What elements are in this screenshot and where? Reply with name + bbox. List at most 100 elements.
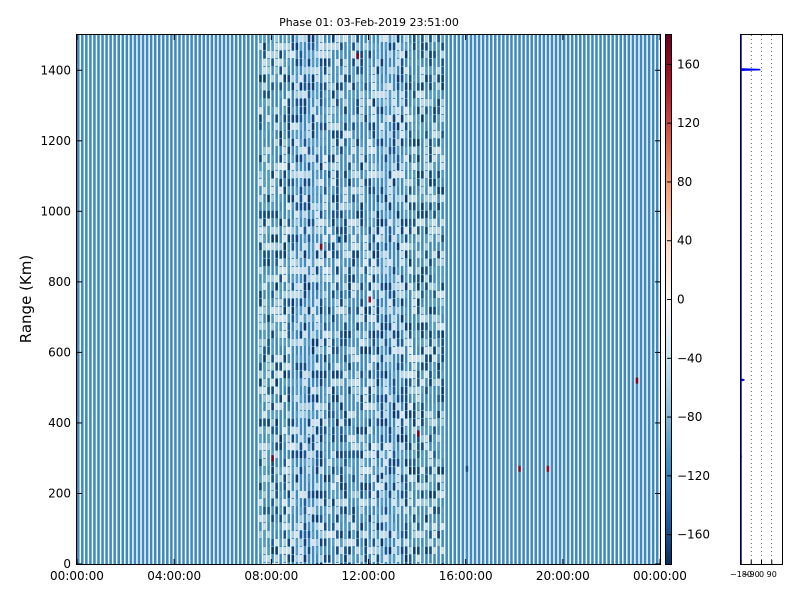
heatmap-cell xyxy=(323,339,327,346)
heatmap-cell xyxy=(360,411,363,418)
heatmap-cell xyxy=(441,515,444,522)
heatmap-cell xyxy=(396,83,400,90)
heatmap-cell xyxy=(307,123,311,130)
heatmap-gap xyxy=(205,35,207,564)
heatmap-cell xyxy=(263,387,266,394)
heatmap-cell xyxy=(380,59,384,66)
heatmap-gap xyxy=(124,35,126,564)
heatmap-cell xyxy=(376,395,380,402)
heatmap-cell xyxy=(319,515,323,522)
heatmap-gap xyxy=(160,35,163,564)
heatmap-gap xyxy=(294,35,296,564)
heatmap-cell xyxy=(429,219,432,226)
heatmap-cell xyxy=(291,547,295,554)
heatmap-cell xyxy=(307,115,311,122)
heatmap-cell xyxy=(425,363,428,370)
heatmap-cell xyxy=(372,179,376,186)
heatmap-cell xyxy=(340,83,343,90)
heatmap-cell xyxy=(340,483,343,490)
heatmap-cell xyxy=(340,539,343,546)
heatmap-cell xyxy=(279,475,282,482)
heatmap-cell xyxy=(299,203,303,210)
heatmap-cell xyxy=(283,227,286,234)
heatmap-cell xyxy=(340,123,343,130)
heatmap-gap xyxy=(217,35,219,564)
heatmap-cell xyxy=(425,347,428,354)
heatmap-cell xyxy=(388,531,392,538)
heatmap-cell xyxy=(400,131,404,138)
heatmap-cell xyxy=(315,283,319,290)
heatmap-cell xyxy=(433,347,436,354)
heatmap-cell xyxy=(332,195,335,202)
heatmap-cell xyxy=(275,539,278,546)
heatmap-cell xyxy=(356,251,359,258)
heatmap-cell xyxy=(303,155,307,162)
heatmap-cell xyxy=(340,323,343,330)
heatmap-cell xyxy=(283,43,286,50)
heatmap-gap xyxy=(630,35,632,564)
heatmap-cell xyxy=(376,555,380,562)
heatmap-cell xyxy=(404,219,408,226)
heatmap-cell xyxy=(408,547,412,554)
heatmap-cell xyxy=(323,123,327,130)
heatmap-cell xyxy=(417,267,420,274)
heatmap-cell xyxy=(283,259,286,266)
heatmap-cell xyxy=(315,339,319,346)
heatmap-cell xyxy=(400,443,404,450)
heatmap-cell xyxy=(291,123,295,130)
heatmap-cell xyxy=(275,523,278,530)
heatmap-cell xyxy=(384,171,388,178)
heatmap-cell xyxy=(360,99,363,106)
heatmap-cell xyxy=(384,483,388,490)
heatmap-cell xyxy=(263,203,266,210)
heatmap-cell xyxy=(291,419,295,426)
heatmap-cell xyxy=(372,75,376,82)
heatmap-cell xyxy=(259,267,262,274)
heatmap-cell xyxy=(267,275,270,282)
heatmap-cell xyxy=(279,339,282,346)
heatmap-cell xyxy=(441,451,444,458)
heatmap-cell xyxy=(319,563,323,564)
heatmap-cell xyxy=(368,443,372,450)
heatmap-cell xyxy=(372,139,376,146)
heatmap-cell xyxy=(348,91,351,98)
heatmap-cell xyxy=(332,163,335,170)
heatmap-cell xyxy=(364,227,367,234)
heatmap-cell xyxy=(283,267,286,274)
heatmap-cell xyxy=(311,355,315,362)
heatmap-cell xyxy=(311,515,315,522)
heatmap-cell xyxy=(372,211,376,218)
heatmap-cell xyxy=(275,331,278,338)
heatmap-cell xyxy=(323,323,327,330)
heatmap-gap xyxy=(407,35,409,564)
heatmap-cell xyxy=(421,43,424,50)
heatmap-cell xyxy=(364,243,367,250)
heatmap-cell xyxy=(283,171,286,178)
heatmap-cell xyxy=(263,307,266,314)
heatmap-cell xyxy=(388,523,392,530)
heatmap-cell xyxy=(311,107,315,114)
heatmap-cell xyxy=(421,315,424,322)
heatmap-cell xyxy=(421,451,424,458)
heatmap-cell xyxy=(283,475,286,482)
heatmap-cell xyxy=(307,339,311,346)
heatmap-cell xyxy=(323,155,327,162)
heatmap-cell xyxy=(307,307,311,314)
heatmap-cell xyxy=(400,339,404,346)
heatmap-cell xyxy=(404,323,408,330)
heatmap-cell xyxy=(372,475,376,482)
heatmap-outlier xyxy=(465,465,469,472)
heatmap-cell xyxy=(275,115,278,122)
heatmap-cell xyxy=(380,427,384,434)
heatmap-cell xyxy=(421,483,424,490)
heatmap-cell xyxy=(315,59,319,66)
heatmap-cell xyxy=(315,35,319,42)
heatmap-cell xyxy=(328,563,331,564)
heatmap-cell xyxy=(360,115,363,122)
heatmap-cell xyxy=(417,195,420,202)
heatmap-cell xyxy=(376,299,380,306)
heatmap-cell xyxy=(388,467,392,474)
heatmap-cell xyxy=(417,555,420,562)
heatmap-cell xyxy=(332,291,335,298)
heatmap-cell xyxy=(433,291,436,298)
